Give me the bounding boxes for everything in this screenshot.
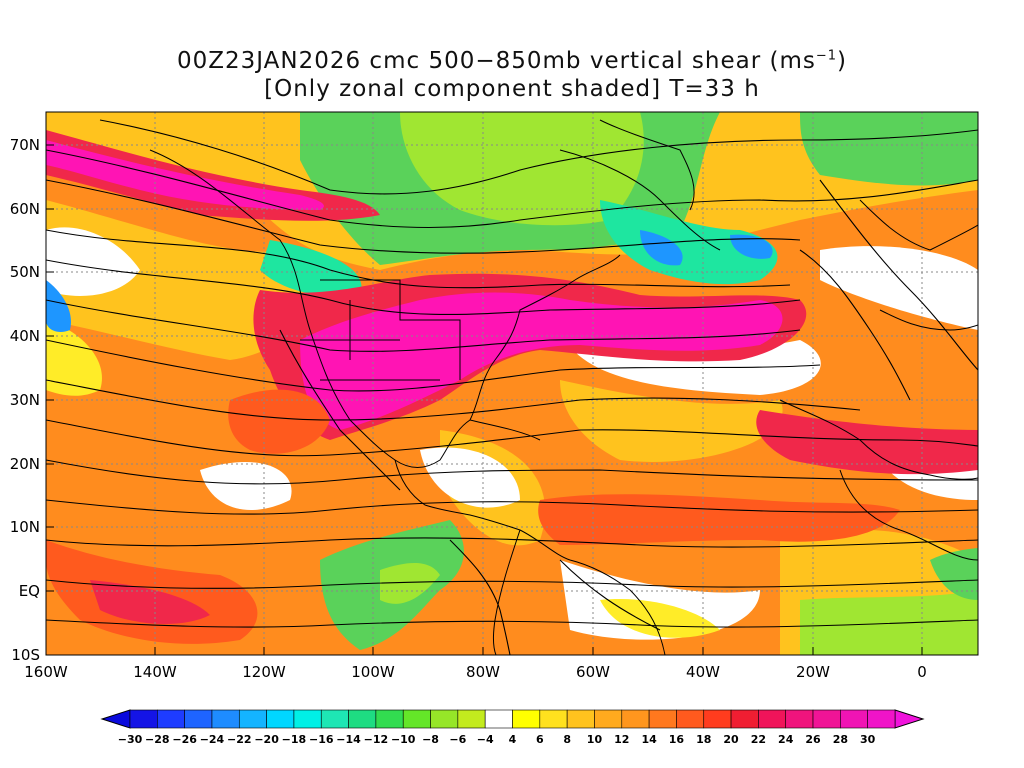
lon-tick-label: 120W: [242, 663, 286, 681]
colorbar-swatch: [430, 709, 459, 729]
colorbar-swatch: [758, 709, 787, 729]
colorbar-swatch: [703, 709, 732, 729]
colorbar-label: −8: [422, 733, 439, 746]
colorbar-label: 8: [563, 733, 571, 746]
colorbar-label: −24: [200, 733, 225, 746]
colorbar-swatch: [157, 709, 185, 729]
colorbar-label: −30: [118, 733, 143, 746]
colorbar-swatch: [621, 709, 650, 729]
lon-tick-label: 60W: [576, 663, 610, 681]
colorbar-label: −18: [282, 733, 307, 746]
lat-tick-label: 50N: [10, 263, 40, 281]
colorbar-label: −6: [449, 733, 466, 746]
coastlines: [149, 119, 978, 655]
colorbar-swatch: [320, 709, 349, 729]
lon-tick-label: 100W: [351, 663, 395, 681]
colorbar-label: 18: [696, 733, 711, 746]
colorbar-label: −20: [254, 733, 279, 746]
lon-tick-label: 80W: [466, 663, 500, 681]
colorbar-label: −26: [172, 733, 197, 746]
colorbar-swatch: [293, 709, 322, 729]
lat-tick-label: 70N: [10, 136, 40, 154]
colorbar-label: 16: [669, 733, 685, 746]
colorbar-swatch: [594, 709, 623, 729]
colorbar-swatch: [484, 709, 513, 729]
colorbar-swatch: [566, 709, 595, 729]
colorbar-swatch: [539, 709, 568, 729]
colorbar-swatch: [512, 709, 541, 729]
lon-tick-label: 20W: [796, 663, 830, 681]
colorbar-swatch: [211, 709, 240, 729]
colorbar-swatch: [676, 709, 705, 729]
colorbar-label: 30: [860, 733, 876, 746]
lon-tick-label: 0: [917, 663, 927, 681]
shaded-field: [46, 112, 978, 655]
streamlines: [46, 119, 978, 655]
colorbar-arrow-min: [100, 709, 131, 729]
colorbar-label: −22: [227, 733, 252, 746]
colorbar-label: −4: [477, 733, 494, 746]
colorbar-swatch: [375, 709, 404, 729]
lat-tick-label: 60N: [10, 200, 40, 218]
colorbar-label: 22: [751, 733, 766, 746]
colorbar-label: 4: [509, 733, 517, 746]
colorbar-label: −10: [391, 733, 416, 746]
colorbar-label: −16: [309, 733, 334, 746]
lon-tick-label: 160W: [24, 663, 68, 681]
colorbar-label: 14: [641, 733, 657, 746]
lat-tick-label: 10S: [11, 646, 40, 664]
axis-ticks: [46, 144, 923, 655]
lat-tick-label: 30N: [10, 391, 40, 409]
colorbar-swatch: [129, 709, 158, 729]
colorbar-swatch: [238, 709, 267, 729]
lon-tick-label: 140W: [133, 663, 177, 681]
colorbar-arrow-max: [894, 709, 925, 729]
colorbar-label: 26: [805, 733, 821, 746]
colorbar-swatch: [867, 709, 896, 729]
lat-tick-label: 10N: [10, 518, 40, 536]
colorbar-label: 12: [614, 733, 629, 746]
colorbar-label: 10: [587, 733, 603, 746]
plot-frame: [45, 111, 979, 656]
lat-tick-label: 20N: [10, 455, 40, 473]
colorbar-swatch: [648, 709, 677, 729]
colorbar-swatch: [457, 709, 486, 729]
colorbar-swatch: [730, 709, 759, 729]
colorbar-swatch: [266, 709, 295, 729]
lon-tick-label: 40W: [686, 663, 720, 681]
colorbar-swatch: [402, 709, 431, 729]
colorbar: −30 −28 −26 −24 −22 −20 −18 −16 −14 −12 −10 −8 −6 −4 4…: [100, 709, 925, 746]
colorbar-swatch: [812, 709, 841, 729]
colorbar-swatch: [184, 709, 213, 729]
colorbar-swatch: [348, 709, 377, 729]
colorbar-label: 6: [536, 733, 544, 746]
colorbar-swatch: [840, 709, 868, 729]
colorbar-label: 24: [778, 733, 794, 746]
colorbar-swatch: [785, 709, 814, 729]
colorbar-label: −14: [336, 733, 361, 746]
colorbar-label: 28: [833, 733, 848, 746]
map-title-line-2: [Only zonal component shaded] T=33 h: [264, 76, 760, 102]
map-title-line-1: 00Z23JAN2026 cmc 500−850mb vertical shea…: [176, 48, 847, 74]
colorbar-label: −28: [145, 733, 170, 746]
lat-tick-label: 40N: [10, 327, 40, 345]
lat-tick-label: EQ: [19, 582, 40, 600]
colorbar-label: 20: [723, 733, 739, 746]
colorbar-label: −12: [364, 733, 389, 746]
